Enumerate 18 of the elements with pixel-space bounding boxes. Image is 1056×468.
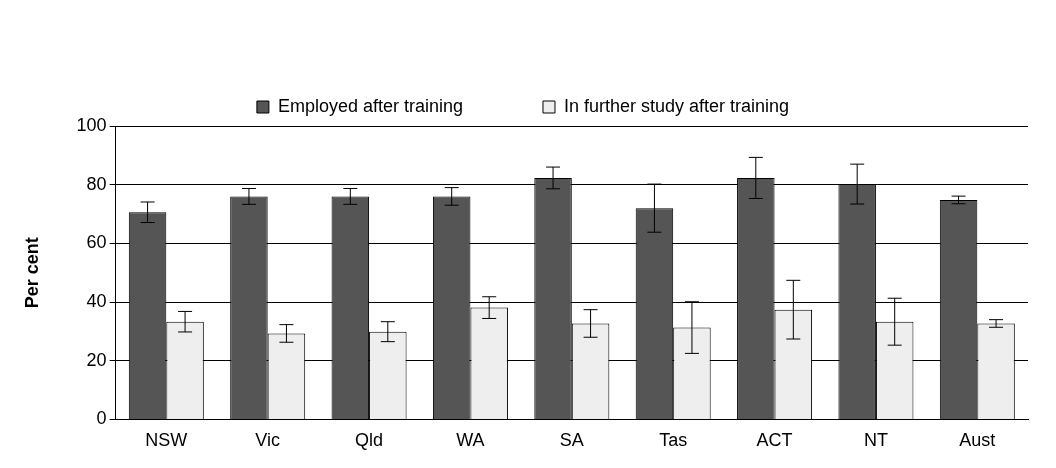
y-tick-label: 100 <box>76 114 107 135</box>
x-tick-label: NT <box>863 430 888 451</box>
y-tick-label: 20 <box>86 349 107 370</box>
legend-label: In further study after training <box>563 95 790 116</box>
y-tick-label: 0 <box>96 408 107 429</box>
y-tick-label: 40 <box>86 291 107 312</box>
x-tick-label: WA <box>456 430 485 451</box>
x-tick-label: Qld <box>355 430 384 451</box>
legend-label: Employed after training <box>277 95 463 116</box>
x-tick-label: Tas <box>659 430 688 451</box>
x-tick-label: NSW <box>145 430 188 451</box>
y-axis-title: Per cent <box>21 237 42 309</box>
y-tick-label: 80 <box>86 173 107 194</box>
y-tick-label: 60 <box>86 232 107 253</box>
x-tick-label: Aust <box>959 430 996 451</box>
x-tick-label: SA <box>559 430 584 451</box>
x-tick-label: ACT <box>756 430 793 451</box>
x-tick-label: Vic <box>255 430 281 451</box>
